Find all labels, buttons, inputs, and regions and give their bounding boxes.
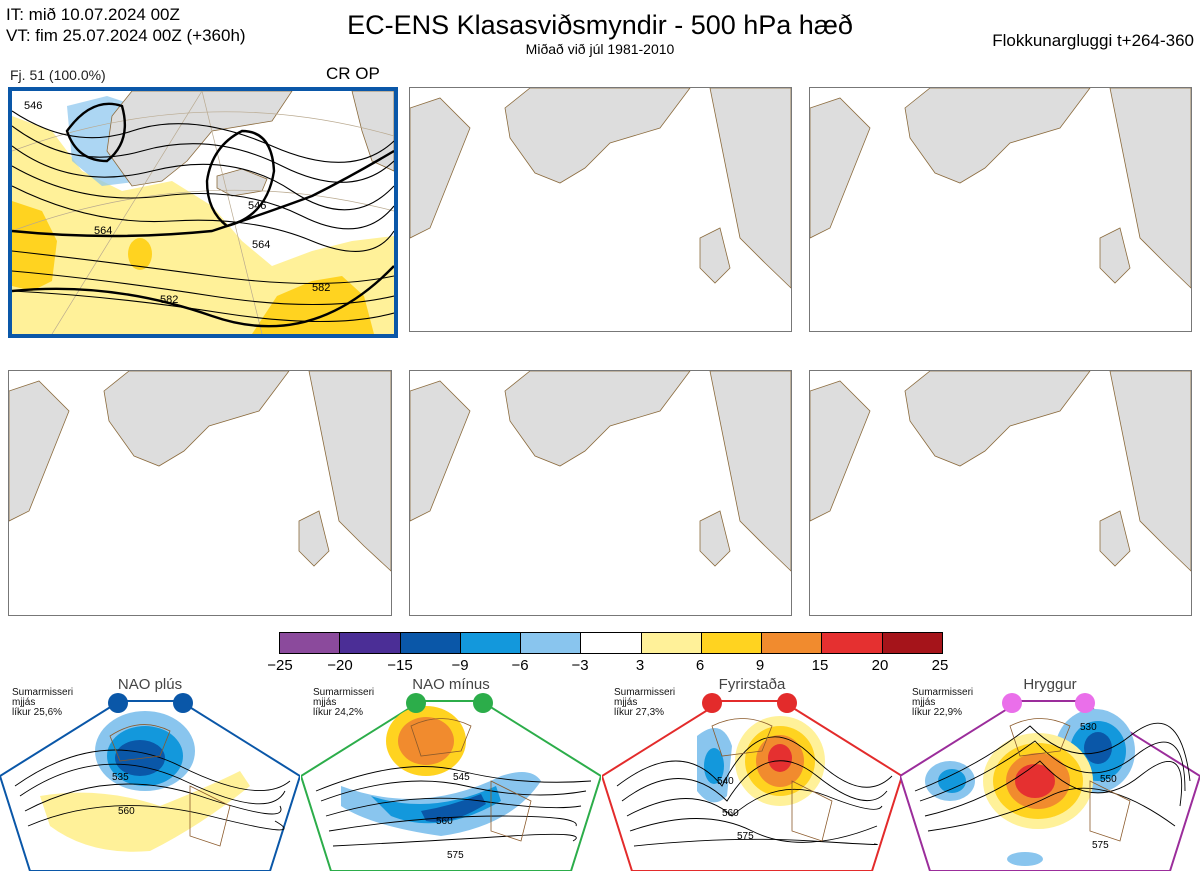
regime-title: NAO plús xyxy=(117,676,183,693)
colorbar-swatch xyxy=(762,633,823,653)
colorbar-tick: 25 xyxy=(931,657,949,674)
colorbar-tick: −3 xyxy=(571,657,589,674)
colorbar-swatch xyxy=(641,633,702,653)
contour-label: 564 xyxy=(252,239,270,251)
colorbar-swatch xyxy=(340,633,401,653)
cluster-tag: CR OP xyxy=(326,64,380,83)
contour-label: 575 xyxy=(447,850,464,861)
contour-label: 560 xyxy=(436,816,453,827)
cluster-map-empty[interactable] xyxy=(809,370,1192,616)
regime-title: Hryggur xyxy=(1023,676,1077,693)
colorbar-swatch xyxy=(822,633,883,653)
regime-nao-plus: 535 560 NAO plús Sumarmisseri mjjás líku… xyxy=(0,676,300,871)
cluster-map-empty[interactable] xyxy=(409,370,792,616)
colorbar-tick: 15 xyxy=(811,657,829,674)
regime-info: Sumarmisseri mjjás líkur 25,6% xyxy=(12,687,74,718)
colorbar-tick: 6 xyxy=(695,657,705,674)
contour-label: 564 xyxy=(94,225,112,237)
colorbar-swatch xyxy=(701,633,763,653)
contour-label: 575 xyxy=(737,831,754,842)
colorbar xyxy=(279,632,943,654)
init-time-block: IT: mið 10.07.2024 00Z VT: fim 25.07.202… xyxy=(6,4,246,46)
cluster-map-empty[interactable] xyxy=(409,87,792,332)
colorbar-swatch xyxy=(460,633,522,653)
colorbar-swatch xyxy=(882,633,942,653)
regime-blocking: 540 560 575 Fyrirstaða Sumarmisseri mjjá… xyxy=(602,676,902,871)
contour-label: 546 xyxy=(248,200,266,212)
colorbar-tick: −6 xyxy=(511,657,529,674)
contour-label: 575 xyxy=(1092,840,1109,851)
colorbar-tick: 9 xyxy=(755,657,765,674)
regime-title: NAO mínus xyxy=(412,676,490,693)
classification-window: Flokkunargluggi t+264-360 xyxy=(992,31,1194,50)
colorbar-swatch xyxy=(400,633,461,653)
regime-info: Sumarmisseri mjjás líkur 24,2% xyxy=(313,687,375,718)
colorbar-swatch xyxy=(521,633,582,653)
member-count-label: Fj. 51 (100.0%) xyxy=(10,67,106,83)
regime-title: Fyrirstaða xyxy=(718,676,786,693)
colorbar-tick: −20 xyxy=(327,657,353,674)
contour-label: 560 xyxy=(118,806,135,817)
contour-label: 582 xyxy=(312,282,330,294)
colorbar-tick: −15 xyxy=(387,657,413,674)
colorbar-swatch xyxy=(581,633,642,653)
regime-info: Sumarmisseri mjjás líkur 22,9% xyxy=(912,687,974,718)
contour-label: 560 xyxy=(722,808,739,819)
contour-label: 545 xyxy=(453,772,470,783)
contour-label: 546 xyxy=(24,100,42,112)
colorbar-swatch xyxy=(280,633,341,653)
colorbar-tick: 20 xyxy=(871,657,889,674)
contour-label: 535 xyxy=(112,772,129,783)
cluster-map-main[interactable]: 564 564 582 582 546 546 xyxy=(8,87,398,338)
init-time: IT: mið 10.07.2024 00Z xyxy=(6,5,180,24)
cluster-map-empty[interactable] xyxy=(809,87,1192,332)
colorbar-tick: 3 xyxy=(635,657,645,674)
contour-label: 530 xyxy=(1080,722,1097,733)
contour-label: 540 xyxy=(717,776,734,787)
page-title: EC-ENS Klasasviðsmyndir - 500 hPa hæð xyxy=(347,10,853,40)
contour-label: 582 xyxy=(160,294,178,306)
page-subtitle: Miðað við júl 1981-2010 xyxy=(525,41,675,57)
colorbar-tick: −9 xyxy=(451,657,469,674)
valid-time: VT: fim 25.07.2024 00Z (+360h) xyxy=(6,26,246,45)
regime-ridge: 530 550 575 Hryggur Sumarmisseri mjjás l… xyxy=(900,676,1200,871)
regime-nao-minus: 545 560 575 NAO mínus Sumarmisseri mjjás… xyxy=(301,676,601,871)
cluster-map-empty[interactable] xyxy=(8,370,392,616)
colorbar-tick: −25 xyxy=(267,657,293,674)
contour-label: 550 xyxy=(1100,774,1117,785)
regime-info: Sumarmisseri mjjás líkur 27,3% xyxy=(614,687,676,718)
